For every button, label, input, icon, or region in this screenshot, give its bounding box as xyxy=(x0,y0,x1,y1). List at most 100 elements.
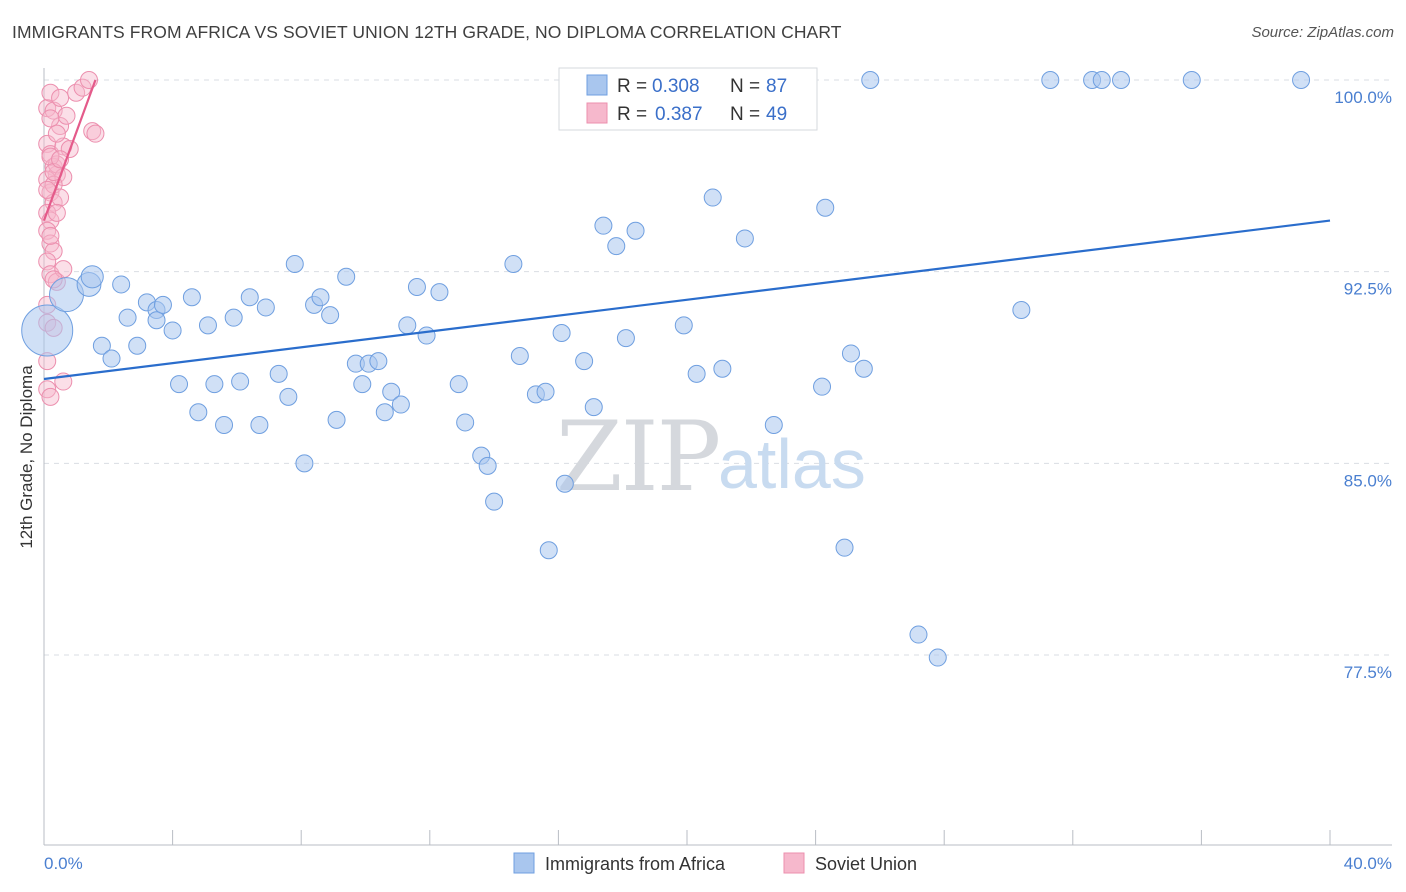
soviet-point-40 xyxy=(47,124,66,143)
watermark-atlas: atlas xyxy=(718,425,866,503)
chart-title: IMMIGRANTS FROM AFRICA VS SOVIET UNION 1… xyxy=(12,22,842,42)
soviet-point-1 xyxy=(41,83,60,102)
bottom-legend-label-africa: Immigrants from Africa xyxy=(545,854,726,874)
africa-point-78 xyxy=(928,648,947,667)
africa-point-82 xyxy=(1092,71,1111,89)
africa-point-6 xyxy=(102,349,121,368)
soviet-point-39 xyxy=(41,109,60,128)
africa-point-14 xyxy=(170,375,189,394)
soviet-point-37 xyxy=(83,122,102,141)
africa-point-7 xyxy=(118,308,137,327)
africa-point-15 xyxy=(182,288,201,307)
africa-point-24 xyxy=(256,298,275,317)
soviet-point-35 xyxy=(73,78,92,97)
legend-swatch-soviet xyxy=(586,102,608,124)
africa-point-57 xyxy=(575,352,594,371)
africa-point-39 xyxy=(382,382,401,401)
x-axis-ticks xyxy=(172,830,1331,845)
africa-point-37 xyxy=(369,352,388,371)
africa-point-76 xyxy=(861,71,880,89)
africa-point-40 xyxy=(391,395,410,414)
africa-point-49 xyxy=(485,492,504,511)
africa-point-42 xyxy=(407,278,426,296)
y-axis-tick-labels: 100.0% 92.5% 85.0% 77.5% xyxy=(1334,88,1392,682)
africa-point-68 xyxy=(713,359,732,378)
africa-point-60 xyxy=(607,237,626,256)
africa-point-18 xyxy=(205,375,224,394)
africa-point-26 xyxy=(279,387,298,406)
africa-point-69 xyxy=(735,229,754,248)
africa-point-73 xyxy=(835,538,854,557)
africa-point-17 xyxy=(198,316,217,335)
bottom-legend-swatch-soviet xyxy=(783,852,805,874)
africa-point-83 xyxy=(1112,71,1131,89)
africa-point-79 xyxy=(1012,301,1031,319)
africa-point-20 xyxy=(224,308,243,327)
legend-n-value-africa: 87 xyxy=(766,76,787,97)
africa-point-32 xyxy=(327,410,346,429)
series-immigrants-africa-points xyxy=(21,71,1311,667)
africa-point-41 xyxy=(398,316,417,335)
legend-swatch-africa xyxy=(586,74,608,96)
soviet-point-14 xyxy=(44,242,63,261)
africa-point-22 xyxy=(240,288,259,307)
africa-point-19 xyxy=(215,416,234,434)
africa-point-27 xyxy=(285,255,304,273)
africa-point-0 xyxy=(21,304,74,357)
africa-point-13 xyxy=(163,321,182,340)
africa-point-28 xyxy=(295,454,314,473)
soviet-point-22 xyxy=(41,387,60,406)
legend-n-label-africa: N = xyxy=(730,76,760,97)
soviet-point-32 xyxy=(57,106,76,125)
stats-legend: R = 0.308 N = 87 R = 0.387 N = 49 xyxy=(558,67,818,131)
africa-point-16 xyxy=(189,403,208,422)
africa-point-4 xyxy=(112,275,131,294)
legend-n-value-soviet: 49 xyxy=(766,104,787,125)
africa-point-59 xyxy=(594,216,613,235)
africa-point-80 xyxy=(1041,71,1060,89)
africa-point-21 xyxy=(231,372,250,391)
africa-point-61 xyxy=(616,329,635,348)
africa-point-48 xyxy=(478,456,497,475)
legend-n-label-soviet: N = xyxy=(730,104,760,125)
africa-point-55 xyxy=(552,324,571,342)
africa-point-77 xyxy=(909,625,928,644)
africa-point-50 xyxy=(504,255,523,273)
bottom-legend-swatch-africa xyxy=(513,852,535,874)
legend-r-value-africa: 0.308 xyxy=(652,76,700,97)
africa-point-30 xyxy=(311,288,330,307)
africa-point-31 xyxy=(321,306,340,325)
africa-point-3 xyxy=(80,265,104,289)
trendlines xyxy=(42,79,1331,381)
legend-r-value-soviet: 0.387 xyxy=(655,104,703,125)
africa-point-33 xyxy=(337,267,356,286)
africa-point-56 xyxy=(555,474,574,493)
africa-point-45 xyxy=(449,375,468,394)
bottom-legend-label-soviet: Soviet Union xyxy=(815,854,917,874)
africa-point-43 xyxy=(417,326,436,345)
africa-point-74 xyxy=(841,344,860,363)
x-tick-label-max: 40.0% xyxy=(1344,854,1392,873)
africa-point-62 xyxy=(626,221,645,240)
africa-point-8 xyxy=(128,336,147,355)
legend-r-label-soviet: R = xyxy=(617,104,647,125)
africa-point-84 xyxy=(1182,71,1201,89)
africa-point-51 xyxy=(510,347,529,365)
africa-point-23 xyxy=(250,416,269,434)
y-axis-label: 12th Grade, No Diploma xyxy=(17,365,36,549)
africa-point-72 xyxy=(816,198,835,217)
africa-point-46 xyxy=(456,413,475,432)
soviet-trendline xyxy=(42,79,97,221)
africa-point-54 xyxy=(539,541,558,560)
y-tick-label-2: 85.0% xyxy=(1344,471,1392,490)
x-tick-label-min: 0.0% xyxy=(44,854,83,873)
series-legend: Immigrants from Africa Soviet Union xyxy=(513,852,917,874)
africa-point-38 xyxy=(375,403,394,422)
soviet-point-38 xyxy=(86,124,105,143)
soviet-point-45 xyxy=(47,203,66,222)
africa-point-44 xyxy=(430,283,449,302)
africa-point-35 xyxy=(353,375,372,394)
africa-point-53 xyxy=(536,382,555,401)
watermark-zip: ZIP xyxy=(556,401,719,513)
